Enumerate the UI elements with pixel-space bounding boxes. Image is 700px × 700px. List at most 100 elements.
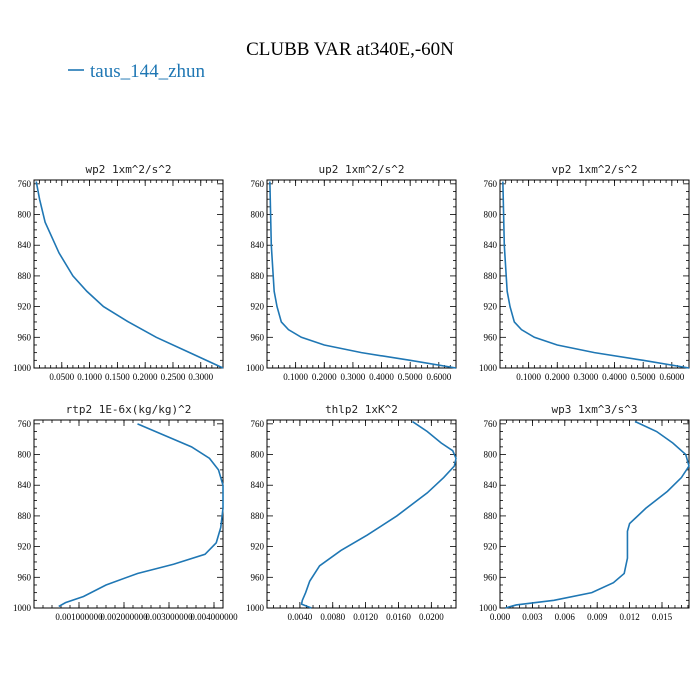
series-line <box>35 181 224 369</box>
x-tick-label: 0.5000 <box>398 372 423 382</box>
y-tick-label: 840 <box>18 240 32 250</box>
x-tick-label: 0.2500 <box>161 372 186 382</box>
y-tick-label: 800 <box>18 210 32 220</box>
x-tick-label: 0.1500 <box>105 372 130 382</box>
y-tick-label: 840 <box>251 240 265 250</box>
plot-frame <box>266 419 457 609</box>
x-tick-label: 0.3000 <box>341 372 366 382</box>
x-tick-label: 0.5000 <box>631 372 656 382</box>
plot-frame <box>33 179 224 369</box>
y-tick-label: 920 <box>251 542 265 552</box>
series-line <box>58 423 224 608</box>
x-tick-label: 0.2000 <box>312 372 337 382</box>
panel-title: vp2 1xm^2/s^2 <box>551 163 637 176</box>
y-tick-label: 800 <box>251 210 265 220</box>
x-tick-label: 0.0120 <box>353 612 378 622</box>
figure-title: CLUBB VAR at340E,-60N <box>246 39 454 60</box>
x-tick-label: 0.006 <box>555 612 576 622</box>
y-tick-label: 920 <box>18 542 32 552</box>
x-tick-label: 0.0160 <box>386 612 411 622</box>
x-tick-label: 0.4000 <box>369 372 394 382</box>
y-tick-label: 880 <box>18 511 32 521</box>
y-tick-label: 760 <box>18 419 32 429</box>
x-tick-label: 0.015 <box>652 612 673 622</box>
y-tick-label: 960 <box>18 572 32 582</box>
panel-title: wp2 1xm^2/s^2 <box>85 163 171 176</box>
y-tick-label: 840 <box>18 480 32 490</box>
y-tick-label: 800 <box>251 450 265 460</box>
y-tick-label: 1000 <box>246 603 265 613</box>
x-tick-label: 0.6000 <box>659 372 684 382</box>
panels: wp2 1xm^2/s^2 760 800 840 880 920 960 1000 0.050… <box>13 163 690 622</box>
y-tick-label: 1000 <box>13 363 32 373</box>
y-tick-label: 760 <box>251 419 265 429</box>
x-tick-label: 0.0500 <box>49 372 74 382</box>
x-tick-label: 0.0080 <box>320 612 345 622</box>
panel-title: up2 1xm^2/s^2 <box>318 163 404 176</box>
y-tick-label: 1000 <box>479 603 498 613</box>
y-tick-label: 960 <box>484 332 498 342</box>
panel-title: thlp2 1xK^2 <box>325 403 398 416</box>
series-line <box>300 420 457 609</box>
y-tick-label: 920 <box>18 302 32 312</box>
y-tick-label: 880 <box>484 271 498 281</box>
y-tick-label: 880 <box>484 511 498 521</box>
series-line <box>502 181 690 369</box>
legend: taus_144_zhun <box>68 61 206 82</box>
x-tick-label: 0.000 <box>490 612 511 622</box>
x-tick-label: 0.1000 <box>283 372 308 382</box>
x-tick-label: 0.3000 <box>188 372 213 382</box>
y-tick-label: 1000 <box>479 363 498 373</box>
y-tick-label: 920 <box>484 302 498 312</box>
y-tick-label: 800 <box>18 450 32 460</box>
y-tick-label: 960 <box>251 572 265 582</box>
y-tick-label: 760 <box>18 179 32 189</box>
y-tick-label: 1000 <box>246 363 265 373</box>
y-tick-label: 960 <box>484 572 498 582</box>
x-tick-label: 0.6000 <box>426 372 451 382</box>
x-tick-label: 0.001000000 <box>55 612 103 622</box>
plot-frame <box>499 179 690 369</box>
panel-title: rtp2 1E-6x(kg/kg)^2 <box>66 403 192 416</box>
panel-2: vp2 1xm^2/s^2 760 800 840 880 920 960 1000 0.100… <box>479 163 690 382</box>
x-tick-label: 0.002000000 <box>100 612 148 622</box>
y-tick-label: 960 <box>18 332 32 342</box>
x-tick-label: 0.003000000 <box>145 612 193 622</box>
panel-0: wp2 1xm^2/s^2 760 800 840 880 920 960 1000 0.050… <box>13 163 224 382</box>
x-tick-label: 0.0200 <box>419 612 444 622</box>
y-tick-label: 920 <box>251 302 265 312</box>
x-tick-label: 0.1000 <box>516 372 541 382</box>
x-tick-label: 0.003 <box>522 612 543 622</box>
panel-title: wp3 1xm^3/s^3 <box>551 403 637 416</box>
x-tick-label: 0.2000 <box>133 372 158 382</box>
panel-3: rtp2 1E-6x(kg/kg)^2 760 800 840 880 920 960 100… <box>13 403 238 622</box>
y-tick-label: 840 <box>251 480 265 490</box>
x-tick-label: 0.004000000 <box>190 612 238 622</box>
y-tick-label: 1000 <box>13 603 32 613</box>
series-line <box>269 181 457 369</box>
y-tick-label: 760 <box>484 419 498 429</box>
x-tick-label: 0.009 <box>587 612 608 622</box>
panel-1: up2 1xm^2/s^2 760 800 840 880 920 960 1000 0.100… <box>246 163 457 382</box>
y-tick-label: 800 <box>484 210 498 220</box>
x-tick-label: 0.4000 <box>602 372 627 382</box>
plot-frame <box>266 179 457 369</box>
series-line <box>505 420 690 609</box>
legend-label: taus_144_zhun <box>90 61 206 82</box>
y-tick-label: 880 <box>18 271 32 281</box>
panel-5: wp3 1xm^3/s^3 760 800 840 880 920 960 10000.000… <box>479 403 690 622</box>
x-tick-label: 0.3000 <box>574 372 599 382</box>
y-tick-label: 800 <box>484 450 498 460</box>
y-tick-label: 760 <box>251 179 265 189</box>
y-tick-label: 880 <box>251 511 265 521</box>
y-tick-label: 960 <box>251 332 265 342</box>
x-tick-label: 0.0040 <box>287 612 312 622</box>
y-tick-label: 920 <box>484 542 498 552</box>
x-tick-label: 0.012 <box>619 612 639 622</box>
y-tick-label: 760 <box>484 179 498 189</box>
y-tick-label: 840 <box>484 240 498 250</box>
y-tick-label: 880 <box>251 271 265 281</box>
x-tick-label: 0.1000 <box>77 372 102 382</box>
plot-frame <box>499 419 690 609</box>
